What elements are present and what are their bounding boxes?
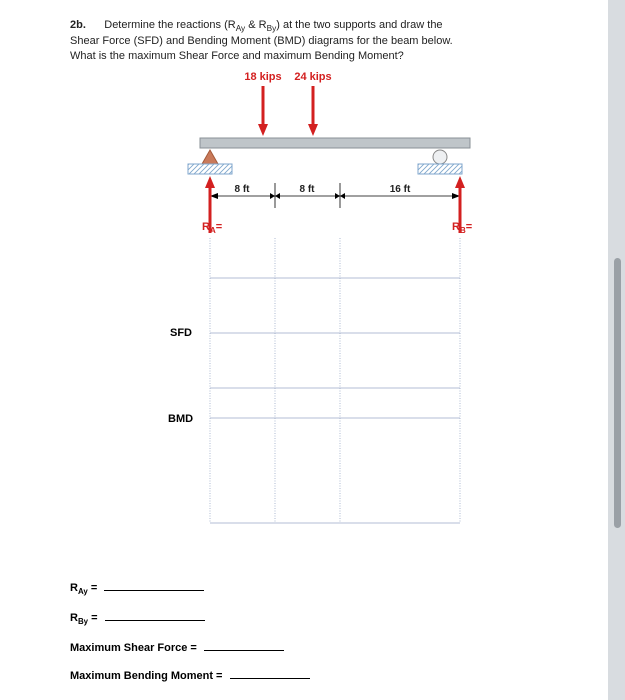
q-line3: What is the maximum Shear Force and maxi… (70, 50, 404, 62)
span-label-1: 8 ft (235, 184, 251, 195)
reaction-arrowhead-b (455, 176, 465, 188)
load-arrowhead-2 (308, 124, 318, 136)
scrollbar-thumb[interactable] (614, 258, 621, 528)
q-part1b: ) at the two supports and draw the (276, 19, 442, 31)
rby-sub: By (78, 617, 88, 626)
bmd-label: BMD (168, 413, 193, 425)
q-part1: Determine the reactions (R (104, 19, 235, 31)
dim-arrow (340, 193, 345, 199)
beam-diagram: 18 kips 24 kips (70, 68, 510, 568)
question-text: 2b. Determine the reactions (RAy & RBy) … (70, 18, 548, 64)
answer-max-sf: Maximum Shear Force = (70, 640, 548, 654)
answer-rby: RBy = (70, 610, 548, 626)
blank-rby (105, 610, 205, 621)
reaction-arrowhead-a (205, 176, 215, 188)
blank-max-bm (230, 668, 310, 679)
q-line2: Shear Force (SFD) and Bending Moment (BM… (70, 35, 453, 47)
sfd-label: SFD (170, 327, 192, 339)
document-page: 2b. Determine the reactions (RAy & RBy) … (0, 0, 608, 700)
rby-sym: R (70, 612, 78, 624)
support-pin (202, 150, 218, 164)
dim-arrow (270, 193, 275, 199)
reaction-label-a: RA= (202, 221, 222, 235)
max-sf-label: Maximum Shear Force = (70, 642, 197, 654)
q-amp: & R (245, 19, 266, 31)
answer-max-bm: Maximum Bending Moment = (70, 668, 548, 682)
answer-ray: RAy = (70, 580, 548, 596)
load-label-1: 18 kips (244, 71, 281, 83)
ray-sub: Ay (78, 587, 88, 596)
support-pin-base (188, 164, 232, 174)
ray-eq: = (88, 582, 101, 594)
answer-blanks: RAy = RBy = Maximum Shear Force = Maximu… (70, 580, 548, 682)
sub-by: By (267, 24, 277, 33)
support-roller (433, 150, 447, 164)
beam-svg: 18 kips 24 kips (70, 68, 510, 538)
max-bm-label: Maximum Bending Moment = (70, 670, 223, 682)
dim-arrow (275, 193, 280, 199)
dim-arrow (335, 193, 340, 199)
support-roller-base (418, 164, 462, 174)
beam-rect (200, 138, 470, 148)
blank-ray (104, 580, 204, 591)
question-number: 2b. (70, 19, 86, 31)
sub-ay: Ay (236, 24, 245, 33)
rby-eq: = (88, 612, 101, 624)
reaction-label-b: RB= (452, 221, 472, 235)
load-arrowhead-1 (258, 124, 268, 136)
blank-max-sf (204, 640, 284, 651)
load-label-2: 24 kips (294, 71, 331, 83)
ray-sym: R (70, 582, 78, 594)
span-label-2: 8 ft (300, 184, 316, 195)
span-label-3: 16 ft (390, 184, 411, 195)
